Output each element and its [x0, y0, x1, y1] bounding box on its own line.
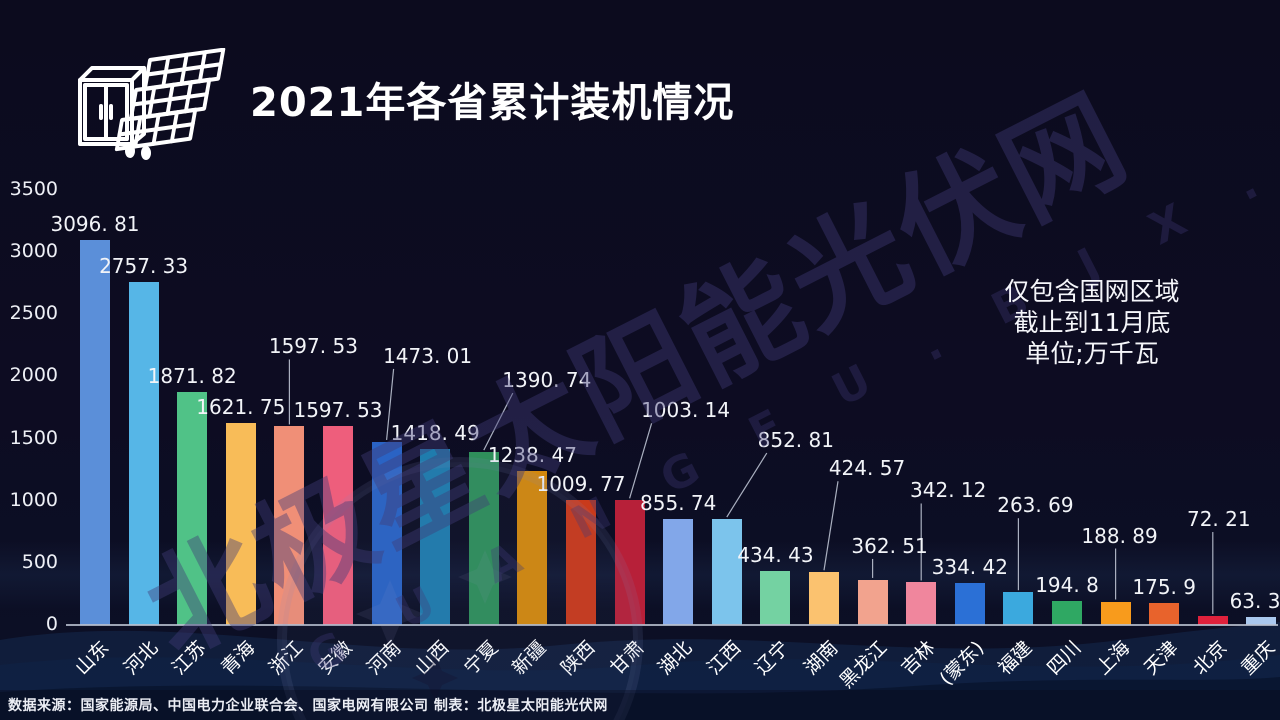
- bar-新疆: [517, 471, 548, 625]
- bar-浙江: [274, 426, 305, 625]
- y-tick-1500: 1500: [9, 426, 58, 449]
- note-line-2: 截止到11月底: [1013, 308, 1171, 337]
- note-line-1: 仅包含国网区域: [1004, 277, 1180, 306]
- bar-甘肃: [614, 500, 645, 625]
- bar-福建: [1003, 592, 1034, 625]
- value-label-江苏: 1871. 82: [147, 364, 237, 389]
- value-label-湖北: 855. 74: [640, 490, 717, 515]
- bar-天津: [1149, 603, 1180, 625]
- value-label-浙江: 1597. 53: [268, 334, 358, 359]
- bar-青海: [225, 423, 256, 625]
- value-label-重庆: 63. 31: [1229, 589, 1280, 614]
- value-label-陕西: 1009. 77: [536, 471, 626, 496]
- bar-河南: [371, 441, 402, 625]
- value-label-甘肃: 1003. 14: [641, 398, 731, 423]
- value-label-新疆: 1238. 47: [487, 443, 577, 468]
- value-label-安徽: 1597. 53: [293, 398, 383, 423]
- bar-山东: [80, 240, 110, 625]
- bar-吉林: [906, 582, 937, 625]
- value-label-山东: 3096. 81: [50, 212, 140, 237]
- y-tick-3000: 3000: [9, 240, 58, 263]
- value-label-河南: 1473. 01: [383, 343, 473, 368]
- value-label-湖南: 424. 57: [828, 456, 906, 481]
- value-label-黑龙江: 362. 51: [851, 533, 928, 558]
- bar-四川: [1052, 600, 1082, 625]
- value-label-辽宁: 434. 43: [737, 543, 814, 567]
- value-label-天津: 175. 9: [1132, 575, 1196, 600]
- bar-江西: [711, 519, 742, 625]
- bar-重庆: [1246, 617, 1277, 625]
- bar-黑龙江: [857, 579, 888, 625]
- value-label-江西: 852. 81: [757, 428, 834, 452]
- y-tick-3500: 3500: [9, 178, 58, 200]
- footer-strip: [0, 690, 1280, 720]
- value-label-青海: 1621. 75: [196, 395, 286, 420]
- value-label-吉林: 342. 12: [910, 478, 987, 503]
- value-label-山西: 1418. 49: [390, 420, 480, 445]
- chart-note: 仅包含国网区域 截止到11月底 单位;万千瓦: [962, 276, 1222, 369]
- bar-上海: [1100, 601, 1131, 625]
- y-tick-2500: 2500: [9, 302, 58, 325]
- y-tick-2000: 2000: [9, 364, 58, 387]
- bar-安徽: [323, 426, 353, 625]
- solar-panel-icon: [78, 48, 226, 160]
- bar-陕西: [566, 499, 596, 625]
- bar-(蒙东): [954, 583, 985, 625]
- bar-山西: [420, 448, 451, 625]
- value-label-四川: 194. 8: [1035, 572, 1099, 597]
- x-axis-line: [66, 624, 1278, 626]
- bar-辽宁: [760, 571, 791, 625]
- value-label-北京: 72. 21: [1186, 507, 1251, 532]
- bar-湖南: [809, 572, 839, 625]
- y-tick-0: 0: [45, 613, 58, 635]
- value-label-福建: 263. 69: [997, 493, 1074, 518]
- y-tick-1000: 1000: [9, 488, 58, 511]
- data-source: 数据来源：国家能源局、中国电力企业联合会、国家电网有限公司 制表：北极星太阳能光…: [8, 698, 608, 714]
- value-label-(蒙东): 334. 42: [931, 555, 1008, 580]
- bar-河北: [128, 282, 159, 625]
- y-tick-500: 500: [21, 550, 58, 573]
- bar-北京: [1197, 616, 1228, 625]
- value-label-上海: 188. 89: [1081, 523, 1158, 548]
- bar-宁夏: [468, 452, 499, 625]
- note-line-3: 单位;万千瓦: [1025, 339, 1159, 368]
- bar-湖北: [663, 518, 694, 625]
- bar-江苏: [177, 392, 208, 625]
- value-label-宁夏: 1390. 74: [502, 368, 592, 393]
- page-title: 2021年各省累计装机情况: [250, 80, 735, 126]
- wave-decoration: [0, 622, 1280, 720]
- value-label-河北: 2757. 33: [99, 254, 189, 279]
